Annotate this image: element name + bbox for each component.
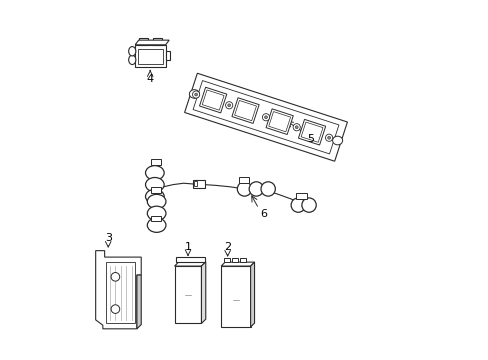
Ellipse shape [111,305,120,314]
Text: 1: 1 [184,242,191,252]
Ellipse shape [261,182,275,196]
Polygon shape [176,257,204,262]
Polygon shape [151,187,161,193]
Ellipse shape [262,114,269,121]
Text: 6: 6 [260,209,267,219]
Polygon shape [239,177,249,183]
Ellipse shape [249,182,263,196]
Polygon shape [137,275,141,329]
Polygon shape [184,73,346,161]
Polygon shape [221,262,254,266]
Polygon shape [201,262,205,323]
Polygon shape [174,266,201,323]
Polygon shape [165,51,169,60]
Ellipse shape [237,182,251,196]
Ellipse shape [290,198,305,212]
Ellipse shape [147,218,165,232]
Polygon shape [199,87,226,113]
Polygon shape [239,258,245,262]
Ellipse shape [325,134,332,141]
Polygon shape [192,180,204,188]
Polygon shape [135,40,169,45]
Polygon shape [153,39,162,45]
Ellipse shape [301,198,316,212]
Ellipse shape [128,55,136,64]
Polygon shape [231,258,237,262]
Polygon shape [151,159,161,165]
Polygon shape [298,120,325,145]
Polygon shape [296,193,306,199]
Text: 3: 3 [104,233,111,243]
Polygon shape [174,262,205,266]
Ellipse shape [295,126,298,129]
Ellipse shape [189,90,199,98]
Ellipse shape [145,177,164,192]
Ellipse shape [147,206,165,221]
Ellipse shape [194,93,197,96]
Ellipse shape [128,46,136,56]
Ellipse shape [327,136,330,139]
Polygon shape [265,109,293,135]
Text: 4: 4 [146,73,153,84]
Polygon shape [135,45,165,67]
Text: 5: 5 [307,134,314,144]
Ellipse shape [145,166,164,180]
Polygon shape [151,216,161,221]
Ellipse shape [147,194,165,209]
Polygon shape [231,98,259,123]
Polygon shape [139,39,147,45]
Ellipse shape [264,116,267,119]
Ellipse shape [111,273,120,281]
Polygon shape [96,251,141,329]
Polygon shape [193,181,197,186]
Ellipse shape [227,104,230,107]
Polygon shape [250,262,254,327]
Text: 2: 2 [224,242,231,252]
Ellipse shape [145,189,164,204]
Polygon shape [224,258,229,262]
Ellipse shape [292,123,300,131]
Ellipse shape [332,136,342,145]
Ellipse shape [192,91,199,98]
Polygon shape [221,266,250,327]
Ellipse shape [225,102,232,109]
